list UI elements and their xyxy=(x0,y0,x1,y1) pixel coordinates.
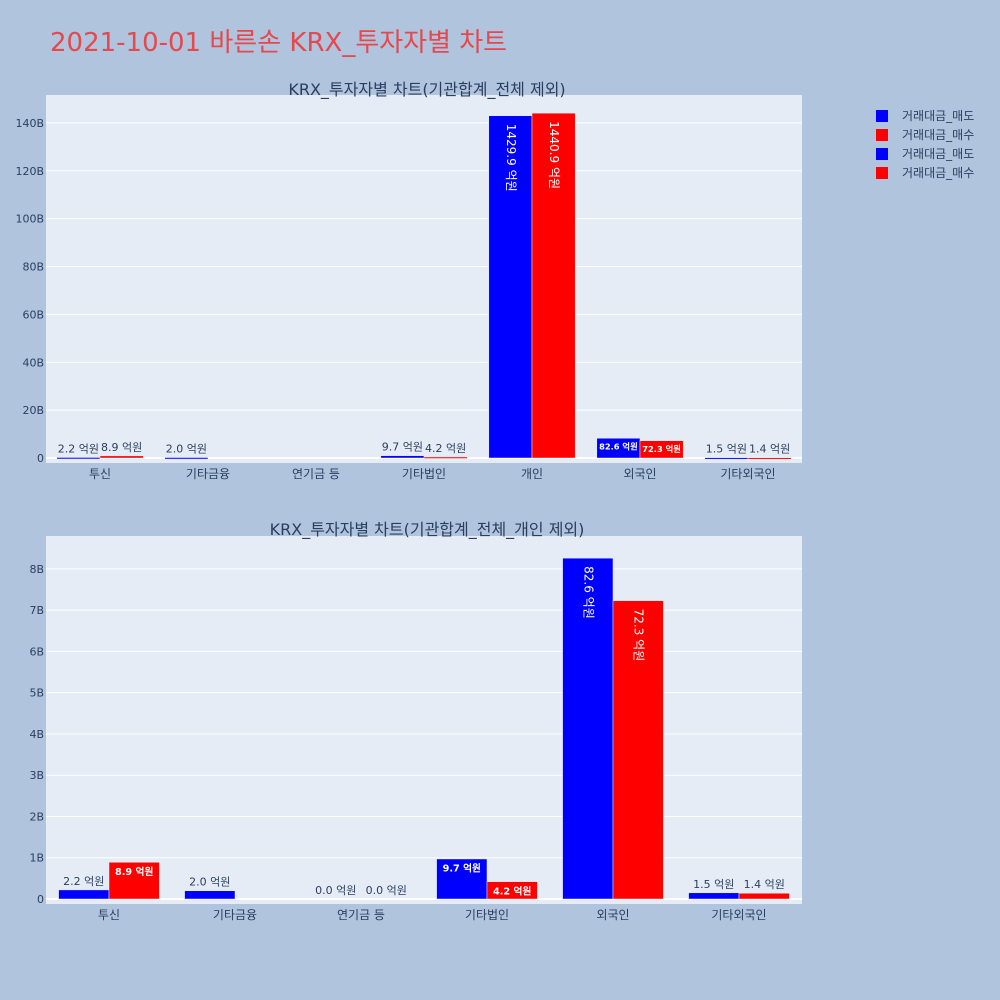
data-label: 72.3 억원 xyxy=(632,609,646,662)
x-tick-label: 투신 xyxy=(98,908,120,922)
data-label: 9.7 억원 xyxy=(443,862,481,875)
bar xyxy=(56,457,101,460)
bar xyxy=(164,457,209,460)
legend-swatch xyxy=(876,166,888,179)
y-tick-label: 60B xyxy=(22,308,44,321)
data-label: 4.2 억원 xyxy=(493,884,531,897)
y-tick-label: 100B xyxy=(15,213,44,226)
bar xyxy=(380,455,425,459)
data-label: 8.9 억원 xyxy=(101,441,142,454)
data-label: 0.0 억원 xyxy=(315,884,356,897)
x-tick-label: 기타외국인 xyxy=(720,467,775,481)
legend-label: 거래대금_매도 xyxy=(902,109,975,123)
y-tick-label: 120B xyxy=(15,165,44,178)
x-tick-label: 기타금융 xyxy=(186,467,230,481)
legend-label: 거래대금_매도 xyxy=(902,147,975,161)
bar xyxy=(488,115,533,459)
data-label: 1429.9 억원 xyxy=(504,124,518,192)
legend-swatch xyxy=(876,128,888,141)
bar xyxy=(58,889,110,900)
bar xyxy=(704,457,749,460)
legend-item-buy-1[interactable]: 거래대금_매수 xyxy=(876,125,974,144)
legend-swatch xyxy=(876,147,888,160)
x-tick-label: 연기금 등 xyxy=(292,467,340,481)
data-label: 2.2 억원 xyxy=(58,442,99,455)
plot-area xyxy=(46,536,802,904)
bar xyxy=(423,456,468,459)
x-tick-label: 기타외국인 xyxy=(711,908,766,922)
bar xyxy=(531,112,576,459)
y-tick-label: 6B xyxy=(29,645,44,658)
data-label: 8.9 억원 xyxy=(115,865,153,878)
bar xyxy=(486,881,538,900)
bar xyxy=(184,890,236,900)
data-label: 72.3 억원 xyxy=(642,444,681,454)
data-label: 1.5 억원 xyxy=(693,878,734,891)
y-tick-label: 0 xyxy=(37,452,44,465)
y-tick-label: 20B xyxy=(22,404,44,417)
bar xyxy=(108,862,160,900)
y-tick-label: 40B xyxy=(22,356,44,369)
x-tick-label: 기타금융 xyxy=(213,908,257,922)
data-label: 2.0 억원 xyxy=(189,876,230,889)
legend-item-sell-2[interactable]: 거래대금_매도 xyxy=(876,144,974,163)
bar xyxy=(688,892,740,900)
bar xyxy=(436,858,488,900)
legend-item-buy-2[interactable]: 거래대금_매수 xyxy=(876,163,974,182)
bar xyxy=(747,457,792,460)
y-tick-label: 7B xyxy=(29,604,44,617)
x-tick-label: 개인 xyxy=(521,467,543,481)
data-label: 2.0 억원 xyxy=(166,443,207,456)
data-label: 1.4 억원 xyxy=(749,443,790,456)
y-tick-label: 8B xyxy=(29,563,44,576)
data-label: 1.5 억원 xyxy=(706,443,747,456)
y-tick-label: 1B xyxy=(29,852,44,865)
x-tick-label: 기타법인 xyxy=(465,908,509,922)
data-label: 4.2 억원 xyxy=(425,442,466,455)
y-tick-label: 80B xyxy=(22,261,44,274)
y-tick-label: 5B xyxy=(29,687,44,700)
data-label: 1440.9 억원 xyxy=(547,121,561,189)
x-tick-label: 투신 xyxy=(89,467,111,481)
x-tick-label: 외국인 xyxy=(596,908,629,922)
legend-label: 거래대금_매수 xyxy=(902,166,975,180)
y-tick-label: 2B xyxy=(29,810,44,823)
legend-swatch xyxy=(876,109,888,122)
plot-area xyxy=(46,95,802,463)
data-label: 0.0 억원 xyxy=(366,884,407,897)
data-label: 82.6 억원 xyxy=(581,566,595,619)
data-label: 82.6 억원 xyxy=(599,442,638,452)
data-label: 1.4 억원 xyxy=(744,878,785,891)
y-tick-label: 3B xyxy=(29,769,44,782)
bar xyxy=(612,600,664,900)
x-tick-label: 연기금 등 xyxy=(337,908,385,922)
chart-title: KRX_투자자별 차트(기관합계_전체 제외) xyxy=(288,80,565,100)
x-tick-label: 외국인 xyxy=(623,467,656,481)
bar xyxy=(562,557,614,900)
y-tick-label: 4B xyxy=(29,728,44,741)
y-tick-label: 140B xyxy=(15,117,44,130)
y-tick-label: 0 xyxy=(37,893,44,906)
x-tick-label: 기타법인 xyxy=(402,467,446,481)
chart-title: KRX_투자자별 차트(기관합계_전체_개인 제외) xyxy=(270,520,585,540)
bar xyxy=(738,892,790,900)
page-title: 2021-10-01 바른손 KRX_투자자별 차트 xyxy=(50,28,508,58)
legend-label: 거래대금_매수 xyxy=(902,128,975,142)
bar xyxy=(99,455,144,459)
legend: 거래대금_매도 거래대금_매수 거래대금_매도 거래대금_매수 xyxy=(876,106,974,182)
bar xyxy=(639,440,684,459)
data-label: 2.2 억원 xyxy=(63,875,104,888)
legend-item-sell-1[interactable]: 거래대금_매도 xyxy=(876,106,974,125)
data-label: 9.7 억원 xyxy=(382,441,423,454)
